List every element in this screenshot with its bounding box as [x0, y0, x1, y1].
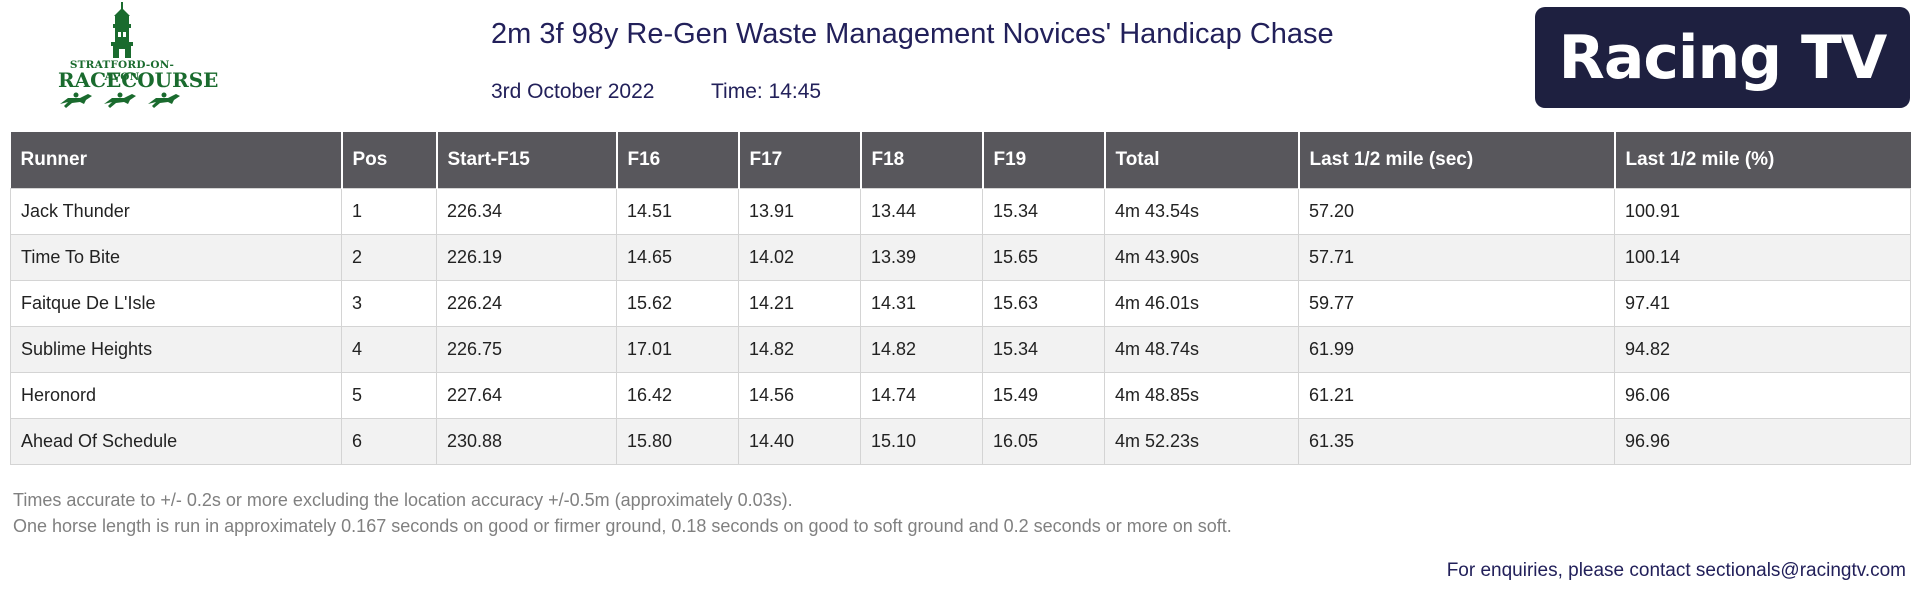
cell-start-f15: 226.34 — [436, 187, 617, 235]
cell-f17: 14.40 — [738, 417, 861, 465]
table-row: Heronord 5 227.64 16.42 14.56 14.74 15.4… — [10, 371, 1911, 419]
cell-f17: 13.91 — [738, 187, 861, 235]
cell-start-f15: 226.24 — [436, 279, 617, 327]
racecourse-logo: STRATFORD-ON-AVON RACECOURSE — [58, 2, 219, 110]
cell-f17: 14.82 — [738, 325, 861, 373]
racing-tv-logo: Racing TV — [1535, 7, 1910, 108]
race-title: 2m 3f 98y Re-Gen Waste Management Novice… — [491, 18, 1334, 50]
cell-f18: 14.82 — [860, 325, 983, 373]
cell-f19: 15.49 — [982, 371, 1105, 419]
cell-total: 4m 48.85s — [1104, 371, 1299, 419]
column-header-total: Total — [1104, 132, 1300, 188]
cell-runner: Jack Thunder — [10, 187, 342, 235]
cell-last-half-mile-sec: 61.35 — [1298, 417, 1615, 465]
table-row: Jack Thunder 1 226.34 14.51 13.91 13.44 … — [10, 187, 1911, 235]
cell-pos: 3 — [341, 279, 437, 327]
cell-f19: 15.63 — [982, 279, 1105, 327]
cell-start-f15: 227.64 — [436, 371, 617, 419]
column-header-pos: Pos — [341, 132, 438, 188]
cell-start-f15: 226.19 — [436, 233, 617, 281]
table-row: Ahead Of Schedule 6 230.88 15.80 14.40 1… — [10, 417, 1911, 465]
cell-total: 4m 43.54s — [1104, 187, 1299, 235]
cell-f16: 16.42 — [616, 371, 739, 419]
column-header-last-half-mile-pct: Last 1/2 mile (%) — [1614, 132, 1911, 188]
cell-runner: Faitque De L'Isle — [10, 279, 342, 327]
table-row: Sublime Heights 4 226.75 17.01 14.82 14.… — [10, 325, 1911, 373]
horse-length-note: One horse length is run in approximately… — [13, 516, 1232, 536]
cell-last-half-mile-pct: 100.91 — [1614, 187, 1911, 235]
cell-f17: 14.56 — [738, 371, 861, 419]
cell-f19: 15.34 — [982, 187, 1105, 235]
column-header-start-f15: Start-F15 — [436, 132, 618, 188]
racing-tv-logo-text: Racing TV — [1558, 22, 1888, 93]
race-time: Time: 14:45 — [711, 80, 822, 103]
cell-last-half-mile-sec: 57.71 — [1298, 233, 1615, 281]
cell-last-half-mile-pct: 100.14 — [1614, 233, 1911, 281]
cell-start-f15: 230.88 — [436, 417, 617, 465]
cell-last-half-mile-pct: 96.96 — [1614, 417, 1911, 465]
column-header-f18: F18 — [860, 132, 984, 188]
logo-text-line2: RACECOURSE — [58, 68, 219, 92]
logo-text-line1: STRATFORD-ON-AVON — [69, 59, 175, 83]
cell-f19: 15.34 — [982, 325, 1105, 373]
cell-pos: 5 — [341, 371, 437, 419]
cell-last-half-mile-pct: 97.41 — [1614, 279, 1911, 327]
cell-last-half-mile-pct: 94.82 — [1614, 325, 1911, 373]
table-row: Faitque De L'Isle 3 226.24 15.62 14.21 1… — [10, 279, 1911, 327]
cell-f18: 14.31 — [860, 279, 983, 327]
cell-f18: 14.74 — [860, 371, 983, 419]
cell-runner: Sublime Heights — [10, 325, 342, 373]
table-row: Time To Bite 2 226.19 14.65 14.02 13.39 … — [10, 233, 1911, 281]
cell-start-f15: 226.75 — [436, 325, 617, 373]
cell-f19: 16.05 — [982, 417, 1105, 465]
column-header-f17: F17 — [738, 132, 862, 188]
cell-f18: 13.39 — [860, 233, 983, 281]
race-date: 3rd October 2022 — [491, 80, 655, 103]
cell-f16: 17.01 — [616, 325, 739, 373]
accuracy-note: Times accurate to +/- 0.2s or more exclu… — [13, 490, 793, 510]
cell-f16: 15.62 — [616, 279, 739, 327]
cell-last-half-mile-sec: 61.99 — [1298, 325, 1615, 373]
cell-runner: Heronord — [10, 371, 342, 419]
cell-pos: 4 — [341, 325, 437, 373]
cell-total: 4m 43.90s — [1104, 233, 1299, 281]
cell-last-half-mile-pct: 96.06 — [1614, 371, 1911, 419]
cell-runner: Time To Bite — [10, 233, 342, 281]
cell-f16: 15.80 — [616, 417, 739, 465]
cell-last-half-mile-sec: 57.20 — [1298, 187, 1615, 235]
cell-last-half-mile-sec: 61.21 — [1298, 371, 1615, 419]
cell-f18: 15.10 — [860, 417, 983, 465]
cell-pos: 1 — [341, 187, 437, 235]
cell-runner: Ahead Of Schedule — [10, 417, 342, 465]
column-header-last-half-mile-sec: Last 1/2 mile (sec) — [1298, 132, 1616, 188]
cell-pos: 2 — [341, 233, 437, 281]
cell-total: 4m 52.23s — [1104, 417, 1299, 465]
cell-total: 4m 48.74s — [1104, 325, 1299, 373]
cell-pos: 6 — [341, 417, 437, 465]
racecourse-grandstand-icon — [111, 2, 133, 58]
column-header-runner: Runner — [10, 132, 343, 188]
column-header-f19: F19 — [982, 132, 1106, 188]
contact-text: For enquiries, please contact sectionals… — [1446, 560, 1906, 581]
cell-f18: 13.44 — [860, 187, 983, 235]
cell-f17: 14.21 — [738, 279, 861, 327]
cell-f16: 14.65 — [616, 233, 739, 281]
cell-total: 4m 46.01s — [1104, 279, 1299, 327]
racehorses-icon — [60, 92, 180, 108]
cell-f19: 15.65 — [982, 233, 1105, 281]
table-header-row: Runner Pos Start-F15 F16 F17 F18 F19 Tot… — [10, 132, 1911, 188]
column-header-f16: F16 — [616, 132, 740, 188]
cell-f16: 14.51 — [616, 187, 739, 235]
sectional-times-table: Runner Pos Start-F15 F16 F17 F18 F19 Tot… — [10, 132, 1911, 465]
cell-last-half-mile-sec: 59.77 — [1298, 279, 1615, 327]
cell-f17: 14.02 — [738, 233, 861, 281]
